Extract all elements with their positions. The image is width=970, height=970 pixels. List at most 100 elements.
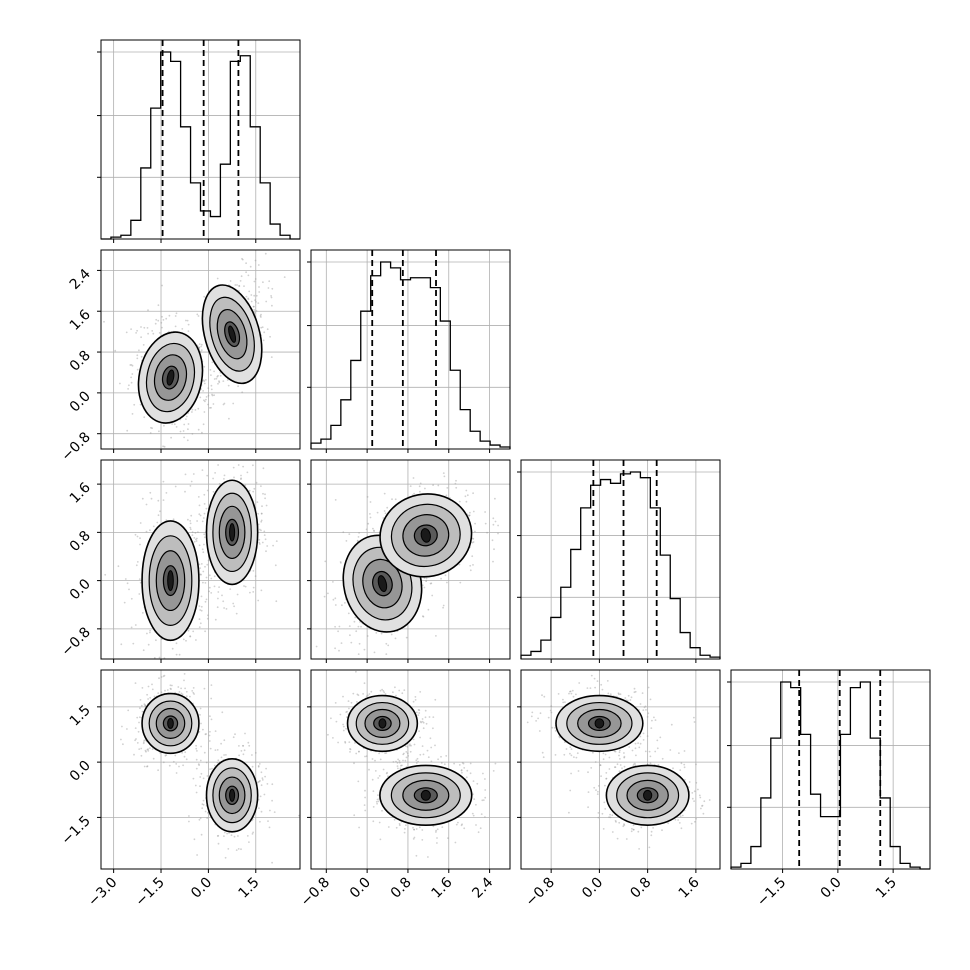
scatter-point [131, 413, 134, 415]
scatter-point [258, 807, 260, 809]
scatter-point [338, 625, 341, 628]
scatter-point [492, 517, 495, 520]
scatter-point [241, 391, 244, 394]
scatter-point [200, 745, 203, 748]
scatter-point [151, 748, 154, 751]
scatter-point [347, 612, 350, 615]
scatter-point [379, 758, 382, 761]
panel-frame [100, 459, 301, 660]
scatter-point [140, 326, 142, 328]
scatter-point [149, 631, 151, 634]
scatter-point [375, 800, 378, 803]
scatter-point [142, 742, 145, 745]
scatter-point [162, 675, 165, 678]
scatter-point [618, 754, 620, 757]
scatter-point [337, 630, 339, 633]
scatter-point [262, 281, 264, 284]
scatter-point [135, 332, 138, 334]
scatter-point [152, 525, 155, 528]
scatter-point [197, 496, 200, 498]
scatter-point [200, 563, 203, 565]
scatter-point [399, 767, 402, 770]
scatter-point [430, 746, 433, 749]
scatter-point [348, 625, 351, 627]
scatter-point [114, 349, 117, 352]
scatter-point [492, 523, 495, 526]
scatter-point [404, 759, 407, 762]
scatter-point [255, 481, 258, 484]
scatter-point [240, 478, 242, 480]
scatter-point [259, 315, 262, 317]
scatter-point [203, 687, 206, 690]
scatter-point [465, 500, 468, 503]
scatter-point [436, 828, 439, 831]
scatter-point [206, 563, 209, 566]
scatter-point [203, 751, 206, 754]
scatter-point [338, 649, 340, 652]
scatter-point [195, 767, 198, 770]
scatter-point [196, 313, 199, 316]
scatter-point [199, 514, 202, 517]
scatter-point [249, 265, 252, 268]
scatter-point [199, 609, 202, 611]
scatter-point [364, 809, 367, 812]
scatter-point [242, 744, 244, 747]
scatter-point [211, 394, 214, 397]
scatter-point [421, 839, 424, 841]
scatter-point [350, 641, 353, 644]
scatter-point [569, 690, 572, 693]
scatter-point [257, 264, 260, 266]
scatter-point [356, 701, 358, 703]
scatter-point [482, 772, 484, 775]
scatter-point [373, 651, 376, 654]
scatter-point [257, 765, 260, 768]
scatter-point [196, 854, 199, 856]
scatter-point [187, 330, 190, 332]
scatter-point [342, 531, 345, 534]
scatter-point [371, 778, 374, 781]
scatter-point [369, 516, 372, 519]
scatter-point [126, 582, 129, 585]
scatter-point [216, 606, 219, 609]
scatter-point [538, 730, 541, 732]
scatter-point [427, 756, 430, 759]
scatter-point [332, 598, 335, 601]
scatter-point [195, 538, 197, 541]
scatter-point [139, 543, 141, 546]
scatter-point [273, 811, 276, 813]
scatter-point [199, 759, 202, 762]
panels-layer: −1.5 0.0 1.5−0.80.00.81.62.4−0.80.00.81.6−… [58, 39, 931, 910]
scatter-point [475, 824, 477, 826]
scatter-point [403, 831, 406, 834]
scatter-point [177, 686, 180, 688]
scatter-point [557, 693, 560, 695]
scatter-point [416, 757, 419, 760]
scatter-point [188, 815, 190, 817]
density-peak [420, 789, 431, 801]
scatter-point [191, 531, 194, 534]
scatter-point [230, 834, 233, 837]
scatter-point [398, 822, 401, 825]
scatter-point [417, 760, 419, 763]
scatter-point [340, 642, 343, 644]
scatter-point [409, 750, 412, 753]
scatter-point [373, 530, 375, 532]
scatter-point [550, 711, 553, 714]
scatter-point [547, 716, 550, 719]
scatter-point [372, 790, 375, 793]
scatter-point [227, 848, 230, 850]
scatter-point [350, 701, 353, 704]
scatter-point [238, 284, 241, 287]
scatter-point [202, 581, 204, 584]
scatter-point [160, 321, 163, 324]
scatter-point [363, 682, 366, 685]
scatter-point [480, 813, 483, 815]
scatter-point [342, 729, 345, 732]
scatter-point [643, 706, 646, 709]
scatter-point [378, 821, 381, 824]
scatter-point [368, 768, 370, 771]
scatter-point [200, 573, 202, 576]
scatter-point [208, 586, 211, 589]
scatter-point [199, 714, 201, 716]
scatter-point [364, 789, 366, 792]
